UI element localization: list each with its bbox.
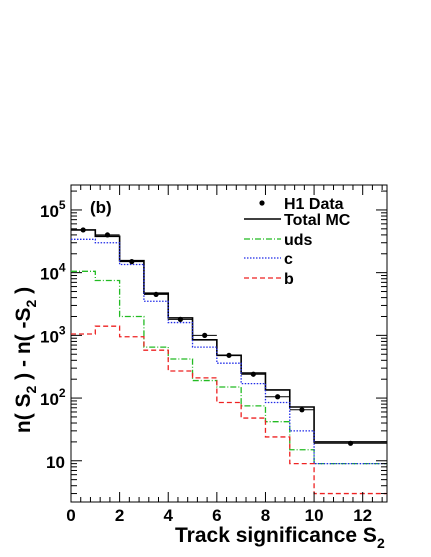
x-tick-label: 0 bbox=[66, 506, 75, 525]
y-tick-label: 102 bbox=[40, 386, 66, 409]
data-point-marker bbox=[299, 407, 305, 413]
legend-label: uds bbox=[284, 232, 313, 249]
x-axis-title-main: Track significance S bbox=[175, 524, 377, 547]
legend-entry-uds: uds bbox=[244, 232, 313, 249]
series-uds-line bbox=[71, 270, 387, 465]
legend-entry-b: b bbox=[244, 271, 294, 288]
x-tick-label: 2 bbox=[115, 506, 124, 525]
data-point-marker bbox=[202, 332, 208, 338]
x-tick-label: 12 bbox=[353, 506, 372, 525]
y-tick-label: 10 bbox=[46, 453, 65, 472]
y-tick-label: 104 bbox=[40, 261, 66, 284]
histogram-series-group bbox=[71, 229, 387, 495]
plot-frame bbox=[70, 184, 388, 503]
data-point-marker bbox=[226, 352, 232, 358]
x-axis-title-subscript: 2 bbox=[377, 535, 385, 551]
y-tick-label: 105 bbox=[40, 198, 66, 221]
data-point-marker bbox=[250, 371, 256, 377]
data-point-marker bbox=[129, 259, 135, 265]
data-point bbox=[216, 352, 242, 358]
x-tick-label: 8 bbox=[261, 506, 270, 525]
legend-label: c bbox=[284, 251, 293, 268]
plot-frame-group bbox=[70, 184, 388, 503]
data-points-group bbox=[71, 227, 387, 446]
data-point-marker bbox=[177, 316, 183, 322]
data-point-marker bbox=[104, 232, 111, 238]
data-point bbox=[71, 227, 96, 233]
data-point bbox=[314, 440, 387, 446]
y-tick-label: 103 bbox=[40, 323, 66, 346]
legend-label: Total MC bbox=[284, 212, 351, 229]
x-tick-label: 4 bbox=[163, 506, 173, 525]
data-point bbox=[192, 332, 217, 338]
data-point-marker bbox=[80, 227, 86, 233]
x-tick-label: 10 bbox=[305, 506, 324, 525]
legend-label: H1 Data bbox=[284, 196, 344, 213]
data-point bbox=[143, 291, 169, 298]
data-point-marker bbox=[153, 291, 159, 298]
series-c-line bbox=[71, 238, 387, 465]
x-axis-title: Track significance S2 bbox=[175, 524, 385, 551]
series-total-mc-line bbox=[71, 229, 387, 443]
data-point bbox=[241, 371, 266, 377]
x-tick-label: 6 bbox=[212, 506, 221, 525]
data-point bbox=[265, 394, 290, 400]
legend-entry-total-mc: Total MC bbox=[244, 212, 351, 229]
y-axis-title: n( S2 ) - n( -S2 ) bbox=[12, 287, 39, 433]
series-b-line bbox=[71, 325, 387, 495]
legend-entry-c: c bbox=[244, 251, 293, 268]
data-point bbox=[168, 316, 193, 322]
data-point-marker bbox=[347, 440, 354, 446]
data-point bbox=[289, 407, 315, 413]
legend-entry-h1-data: H1 Data bbox=[259, 196, 344, 213]
data-point-marker bbox=[275, 394, 281, 400]
data-point bbox=[119, 259, 144, 265]
axes-group: 0 2 4 6 8 10 12 10 102 103 104 105 bbox=[40, 185, 387, 525]
data-point bbox=[95, 232, 120, 238]
legend-marker bbox=[259, 200, 265, 206]
panel-label: (b) bbox=[90, 198, 112, 217]
legend-label: b bbox=[284, 271, 294, 288]
